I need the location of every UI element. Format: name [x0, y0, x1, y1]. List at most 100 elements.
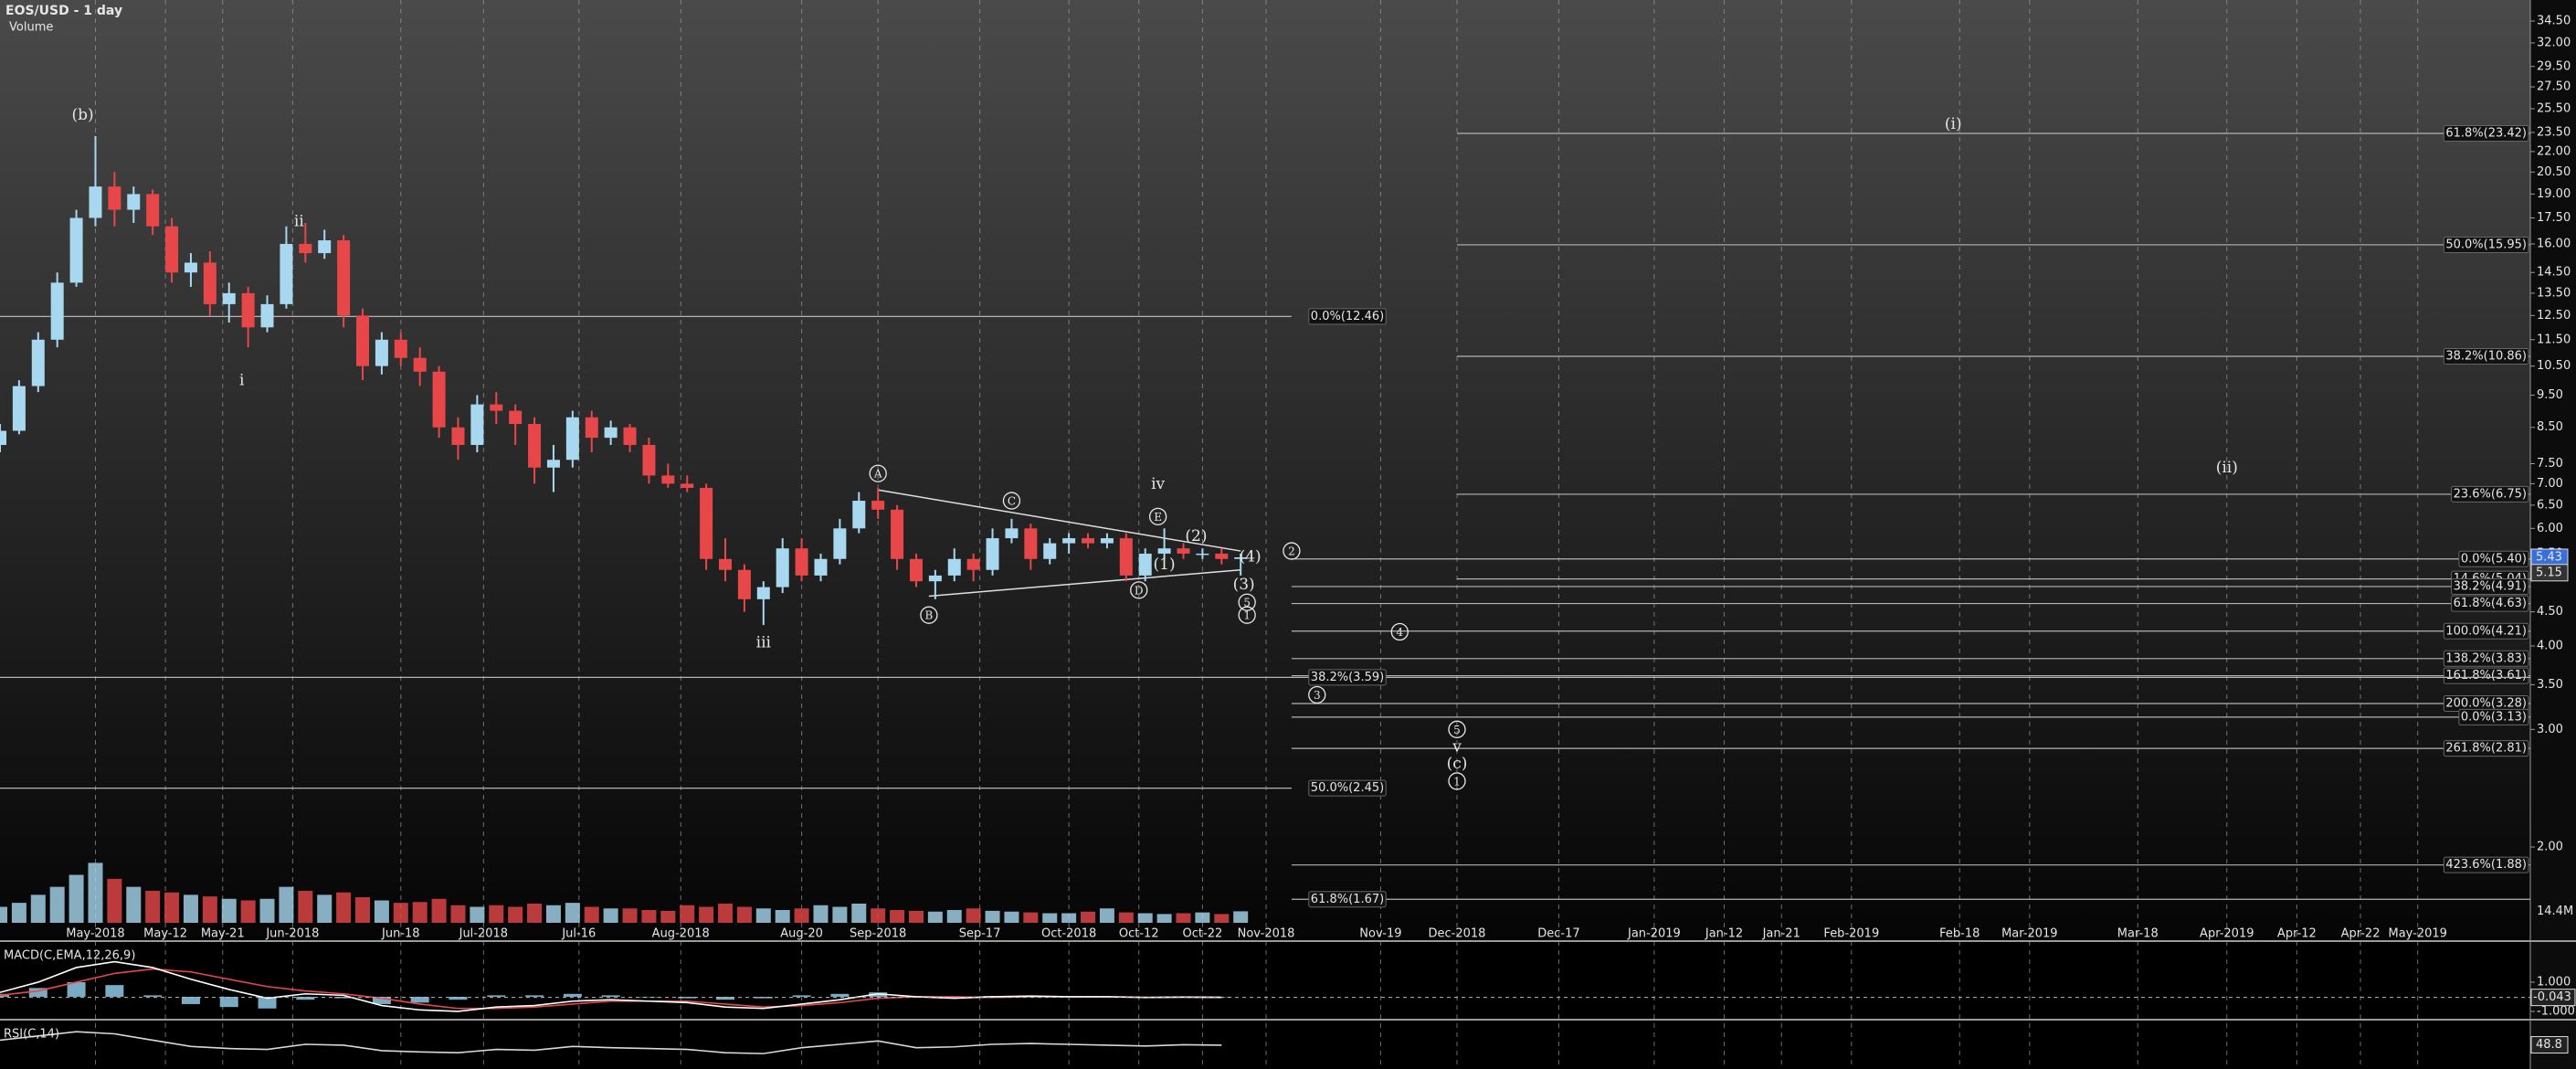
volume-bar: [985, 910, 1000, 923]
macd-histogram-bar: [28, 988, 48, 997]
candle-body: [31, 339, 45, 386]
fib-label-bg: [2451, 595, 2529, 612]
y-tick-label: 17.50: [2537, 211, 2571, 225]
volume-bar: [431, 898, 447, 923]
candle-body: [1196, 553, 1209, 556]
x-tick-label: May-2018: [66, 927, 124, 941]
wave-label: 4: [1396, 626, 1403, 639]
wave-label: E: [1154, 511, 1162, 524]
candle-body: [356, 315, 370, 366]
candle-body: [909, 558, 923, 582]
volume-tick-label: 14.4M: [2537, 905, 2573, 918]
x-tick-label: Jan-12: [1705, 927, 1743, 941]
volume-bar: [164, 892, 180, 923]
volume-bar: [1023, 912, 1039, 923]
candle-body: [299, 243, 312, 254]
volume-bar: [527, 904, 543, 923]
rsi-title: RSI(C,14): [4, 1028, 59, 1042]
wave-circle: [1283, 542, 1301, 560]
wave-label: iii: [756, 634, 772, 652]
macd-histogram-bar: [449, 996, 468, 1000]
fib-label: 423.6%(1.88): [2445, 858, 2527, 872]
x-tick-label: Apr-2019: [2200, 927, 2254, 941]
fib-label: 261.8%(2.81): [2445, 742, 2527, 756]
candle-body: [719, 558, 733, 570]
fib-label-bg: [2443, 740, 2529, 757]
volume-bar: [545, 905, 561, 923]
fib-label: 161.8%(3.61): [2445, 669, 2527, 683]
y-tick-label: 10.50: [2537, 359, 2571, 373]
price-axis-panel: [2530, 0, 2576, 1069]
volume-bar: [1118, 912, 1134, 923]
x-tick-label: May-12: [143, 927, 187, 941]
wave-circle: [920, 606, 938, 624]
volume-bar: [890, 910, 905, 923]
volume-bar: [1176, 913, 1191, 923]
candle-body: [222, 292, 236, 304]
y-tick-label: 12.50: [2537, 309, 2571, 323]
volume-bar: [145, 891, 161, 923]
macd-histogram-bar: [716, 996, 735, 1000]
candle-body: [260, 303, 274, 328]
volume-bar: [813, 905, 829, 923]
fib-label: 38.2%(3.59): [1311, 671, 1384, 684]
volume-bar: [775, 910, 790, 923]
macd-histogram-bar: [601, 995, 620, 997]
x-tick-label: Feb-2019: [1823, 927, 1879, 941]
volume-bar: [1061, 913, 1077, 923]
macd-histogram-bar: [219, 996, 238, 1008]
x-tick-label: Mar-2019: [2001, 927, 2057, 941]
x-tick-label: Aug-20: [780, 927, 823, 941]
volume-bar: [1042, 913, 1058, 923]
volume-bar: [317, 894, 333, 923]
x-tick-label: Jan-2019: [1627, 927, 1681, 941]
candle-body: [795, 548, 808, 576]
candle-body: [1157, 548, 1171, 554]
volume-title: Volume: [9, 21, 53, 35]
y-tick-label: 11.50: [2537, 333, 2571, 346]
rsi-last-box: [2530, 1036, 2569, 1054]
volume-bar: [1214, 914, 1230, 923]
volume-bar: [699, 906, 714, 923]
candle-body: [470, 404, 484, 445]
candle-body: [546, 460, 560, 468]
candle-body: [413, 357, 427, 372]
candle-body: [565, 417, 579, 460]
x-tick-label: Sep-2018: [850, 927, 906, 941]
candle-body: [0, 430, 6, 445]
candle-body: [127, 194, 141, 210]
macd-tick-label: 1.000: [2537, 975, 2571, 989]
candle-body: [165, 226, 179, 273]
candle-body: [833, 528, 847, 559]
fib-label: 50.0%(15.95): [2445, 238, 2527, 251]
volume-bar: [0, 906, 7, 923]
volume-bar: [660, 910, 676, 923]
wave-circle: [1448, 720, 1466, 738]
y-tick-label: 20.50: [2537, 165, 2571, 179]
wave-label: 1: [1453, 775, 1461, 788]
y-tick-label: 8.50: [2537, 420, 2563, 434]
x-tick-label: Apr-22: [2341, 927, 2381, 941]
candle-body: [50, 282, 64, 340]
wave-label: (4): [1240, 547, 1262, 566]
candle-body: [1043, 543, 1057, 559]
fib-label-bg: [2451, 577, 2529, 595]
macd-title: MACD(C,EMA,12,26,9): [4, 949, 135, 963]
volume-bar: [489, 905, 504, 923]
wave-label: 1: [1243, 609, 1251, 622]
y-tick-label: 4.50: [2537, 605, 2563, 619]
x-tick-label: Jun-2018: [265, 927, 319, 941]
candle-body: [490, 404, 503, 411]
macd-histogram-bar: [525, 995, 544, 997]
candle-body: [986, 538, 999, 570]
candle-body: [871, 501, 885, 510]
wave-circle: [1238, 606, 1256, 624]
candle-body: [1082, 538, 1095, 544]
x-tick-label: Jul-16: [561, 927, 596, 941]
volume-bar: [88, 863, 103, 923]
x-tick-label: Oct-2018: [1041, 927, 1096, 941]
wave-label: 5: [1243, 597, 1251, 609]
x-tick-label: Feb-18: [1939, 927, 1980, 941]
fib-label-bg: [1308, 308, 1387, 325]
